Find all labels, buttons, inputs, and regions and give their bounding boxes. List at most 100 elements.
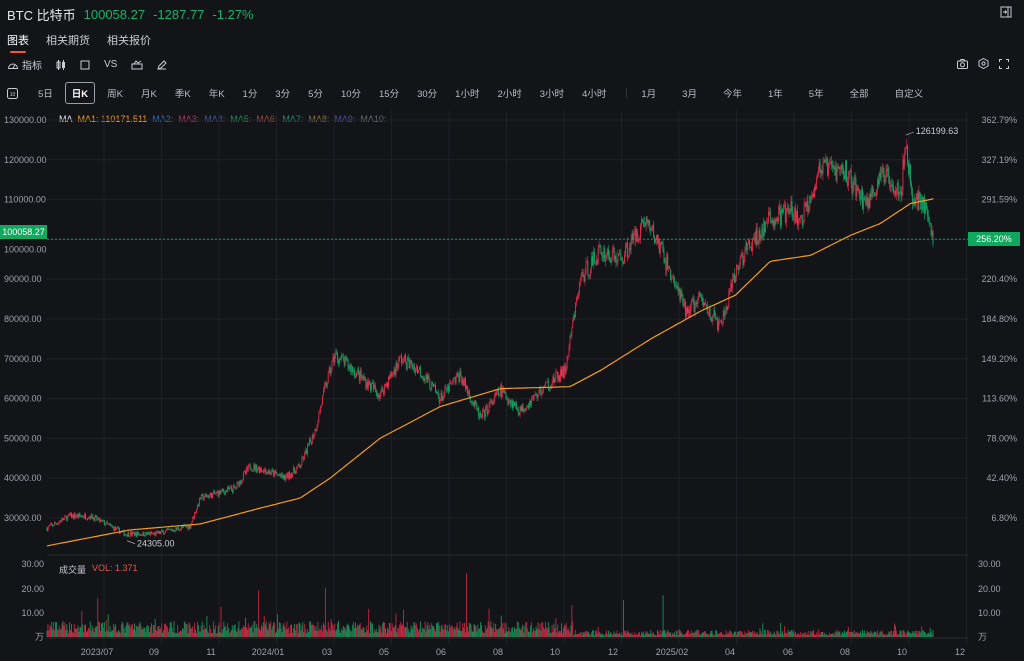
candle bbox=[819, 162, 821, 173]
candle bbox=[336, 352, 338, 354]
volume-bar bbox=[232, 629, 234, 637]
volume-bar bbox=[923, 630, 925, 637]
settings-gear-icon[interactable] bbox=[978, 57, 989, 72]
volume-bar bbox=[485, 629, 487, 637]
draw-pen-icon[interactable] bbox=[157, 59, 168, 70]
volume-bar bbox=[683, 634, 685, 637]
period-2[interactable]: 周K bbox=[107, 89, 124, 100]
rectangle-tool-icon[interactable] bbox=[80, 60, 90, 70]
period-1[interactable]: 日K bbox=[64, 82, 96, 104]
volume-bar bbox=[600, 634, 602, 637]
volume-bar bbox=[325, 629, 327, 637]
volume-bar bbox=[65, 630, 67, 637]
range-4[interactable]: 5年 bbox=[808, 89, 824, 100]
volume-bar bbox=[365, 632, 367, 637]
volume-bar bbox=[440, 625, 442, 637]
calendar-icon[interactable]: 10 bbox=[7, 87, 18, 99]
camera-icon[interactable] bbox=[957, 58, 968, 72]
volume-bar bbox=[202, 629, 204, 637]
range-5[interactable]: 全部 bbox=[849, 89, 869, 100]
volume-bar bbox=[734, 631, 735, 637]
candle-type-icon[interactable] bbox=[56, 59, 66, 70]
period-4[interactable]: 季K bbox=[174, 89, 191, 100]
indicator-button[interactable]: 指标 bbox=[7, 57, 42, 72]
candle bbox=[242, 479, 244, 482]
volume-bar bbox=[162, 632, 164, 637]
volume-bar bbox=[468, 623, 470, 637]
volume-bar bbox=[929, 627, 931, 637]
volume-bar bbox=[235, 630, 237, 637]
period-6[interactable]: 1分 bbox=[242, 89, 258, 100]
volume-bar bbox=[106, 630, 108, 637]
candle bbox=[276, 474, 278, 476]
range-1[interactable]: 3月 bbox=[682, 89, 697, 100]
candle bbox=[858, 189, 860, 191]
period-11[interactable]: 30分 bbox=[417, 89, 438, 100]
candle bbox=[84, 514, 86, 518]
period-13[interactable]: 2小时 bbox=[497, 89, 522, 100]
candle bbox=[754, 236, 756, 245]
candle bbox=[552, 376, 554, 384]
template-icon[interactable] bbox=[131, 59, 143, 70]
period-0[interactable]: 5日 bbox=[38, 89, 53, 100]
volume-bar bbox=[350, 631, 352, 637]
volume-bar bbox=[78, 631, 80, 637]
volume-axis-label-right: 万 bbox=[978, 632, 987, 642]
candle bbox=[435, 391, 437, 393]
range-6[interactable]: 自定义 bbox=[894, 89, 924, 100]
candle bbox=[521, 404, 523, 411]
volume-axis-label-right: 10.00 bbox=[978, 608, 1001, 618]
compare-button[interactable]: VS bbox=[104, 59, 118, 70]
period-10[interactable]: 15分 bbox=[379, 89, 400, 100]
candle bbox=[308, 445, 309, 446]
candle bbox=[512, 400, 514, 408]
tab-chart[interactable]: 图表 bbox=[7, 32, 29, 53]
volume-bar bbox=[624, 630, 625, 637]
candle bbox=[407, 357, 409, 361]
period-7[interactable]: 3分 bbox=[275, 89, 291, 100]
tab-related-futures[interactable]: 相关期货 bbox=[46, 35, 90, 47]
range-2[interactable]: 今年 bbox=[722, 89, 742, 100]
collapse-panel-icon[interactable] bbox=[1000, 6, 1012, 21]
candle bbox=[78, 513, 80, 518]
period-9[interactable]: 10分 bbox=[340, 89, 362, 100]
volume-bar bbox=[282, 624, 284, 637]
period-14[interactable]: 3小时 bbox=[539, 89, 565, 100]
range-0[interactable]: 1月 bbox=[641, 89, 657, 100]
candle bbox=[577, 295, 579, 299]
period-12[interactable]: 1小时 bbox=[455, 89, 480, 100]
current-pct-tag: 256.20% bbox=[968, 232, 1020, 246]
candle bbox=[83, 517, 85, 519]
tab-related-quotes[interactable]: 相关报价 bbox=[107, 35, 151, 47]
volume-bar bbox=[352, 624, 354, 637]
period-3[interactable]: 月K bbox=[141, 89, 157, 100]
candle bbox=[388, 376, 390, 379]
period-5[interactable]: 年K bbox=[208, 89, 225, 100]
candle bbox=[914, 203, 916, 205]
fullscreen-icon[interactable] bbox=[999, 58, 1009, 72]
volume-bar bbox=[705, 633, 707, 637]
period-15[interactable]: 4小时 bbox=[582, 89, 607, 100]
volume-bar bbox=[307, 629, 308, 637]
volume-bar bbox=[420, 632, 422, 637]
volume-bar bbox=[787, 629, 789, 637]
range-3[interactable]: 1年 bbox=[767, 89, 783, 100]
candle bbox=[332, 356, 334, 361]
candle bbox=[54, 522, 55, 526]
candle bbox=[924, 196, 925, 214]
price-chart[interactable]: 130000.00120000.00110000.00100000.009000… bbox=[0, 100, 1024, 661]
ma2-label: MA2: bbox=[152, 114, 174, 124]
volume-bar bbox=[750, 632, 751, 637]
volume-bar bbox=[129, 624, 131, 637]
volume-bar bbox=[507, 631, 509, 637]
volume-bar bbox=[181, 628, 183, 637]
candle bbox=[501, 388, 503, 397]
volume-bar bbox=[815, 632, 817, 637]
period-8[interactable]: 5分 bbox=[308, 89, 323, 100]
candle bbox=[389, 372, 391, 379]
candle bbox=[277, 474, 279, 476]
candle bbox=[701, 296, 703, 299]
volume-bar bbox=[772, 634, 774, 637]
volume-bar bbox=[562, 628, 564, 637]
volume-bar bbox=[114, 627, 116, 637]
